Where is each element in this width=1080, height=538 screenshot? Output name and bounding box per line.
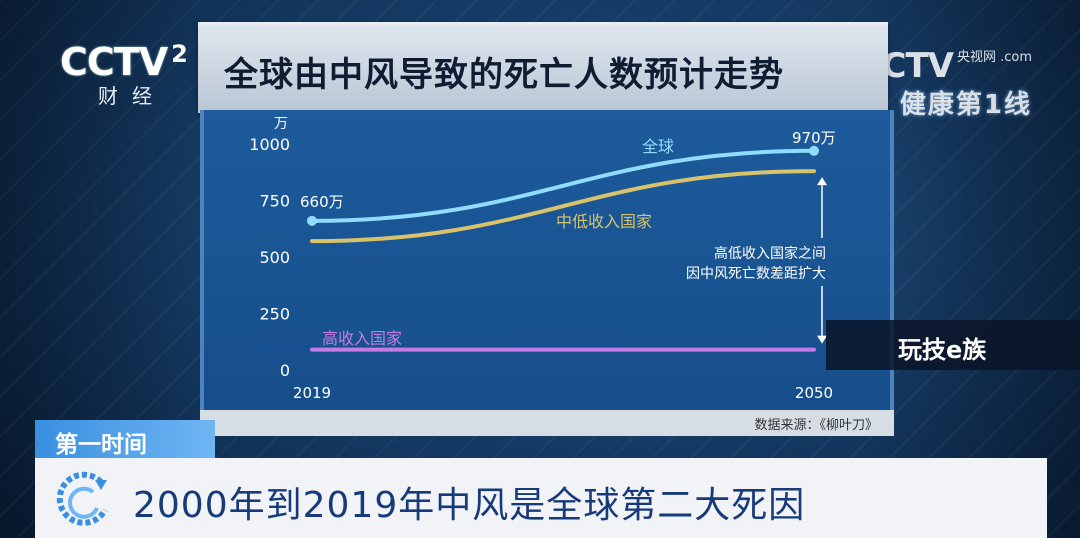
caption-text: 2000年到2019年中风是全球第二大死因: [133, 485, 806, 526]
series-label-high: 高收入国家: [322, 329, 402, 348]
cctv2-logo: CCTV 2 财经: [60, 40, 188, 109]
source-bar: 数据来源：《柳叶刀》: [200, 410, 894, 436]
segment-tag: 第一时间: [35, 420, 215, 458]
caption-bar: 2000年到2019年中风是全球第二大死因: [35, 458, 1047, 538]
data-label-start: 660万: [300, 193, 344, 211]
y-axis-unit: 万: [274, 116, 288, 132]
annotation-text: 高低收入国家之间: [714, 245, 826, 262]
series-point-end: [809, 145, 819, 156]
site-label: 央视网 .com: [956, 50, 1032, 65]
program-swirl-icon: [56, 471, 108, 526]
annotation-arrowhead-up: [817, 177, 827, 186]
segment-tag-label: 第一时间: [55, 432, 147, 458]
data-label-end: 970万: [792, 129, 836, 147]
series-point-start: [307, 215, 317, 226]
y-tick-label: 500: [259, 248, 290, 267]
cctv-logo-mark: CCTV: [60, 40, 168, 84]
channel-number: 2: [171, 40, 188, 68]
chart-title-panel: 全球由中风导致的死亡人数预计走势: [198, 22, 888, 113]
y-tick-label: 750: [259, 192, 290, 211]
watermark: 玩技e族: [826, 320, 1080, 370]
y-tick-label: 0: [280, 361, 290, 380]
y-tick-label: 1000: [249, 135, 290, 154]
program-logo: 健康第1线: [899, 90, 1032, 120]
annotation-arrowhead-down: [817, 335, 827, 344]
x-tick-label: 2050: [795, 384, 833, 402]
x-tick-label: 2019: [293, 384, 331, 402]
series-label-global: 全球: [642, 137, 674, 156]
channel-name: 财经: [98, 84, 166, 108]
annotation-text: 因中风死亡数差距扩大: [686, 266, 826, 282]
line-chart: 万 0 250 500 750 1000 2019 2050 660万 970万 全球中低收入国家高…: [249, 116, 836, 402]
chart-title: 全球由中风导致的死亡人数预计走势: [224, 55, 784, 95]
series-label-middle-low: 中低收入国家: [556, 212, 652, 231]
series-line-middle_low_income: [310, 169, 816, 244]
data-source: 数据来源：《柳叶刀》: [754, 418, 878, 433]
y-tick-label: 250: [259, 305, 290, 324]
series-line-global: [310, 148, 816, 223]
watermark-text: 玩技e族: [898, 336, 987, 364]
chart-panel: 万 0 250 500 750 1000 2019 2050 660万 970万 全球中低收入国家高…: [200, 110, 894, 410]
